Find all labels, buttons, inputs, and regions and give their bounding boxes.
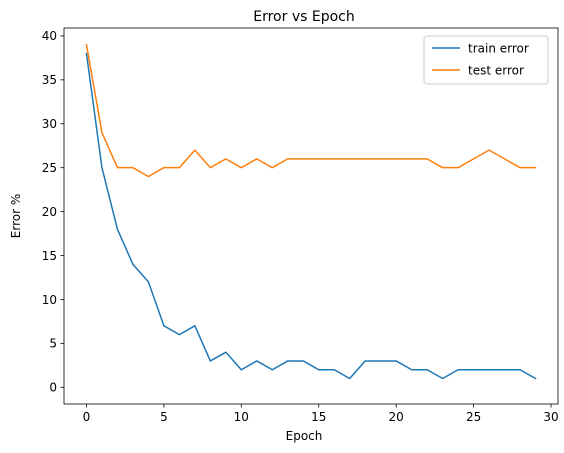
x-axis: 0 5 10 15 20 25 30 xyxy=(83,404,559,424)
chart-title: Error vs Epoch xyxy=(253,9,354,25)
y-tick-label: 40 xyxy=(42,29,57,43)
x-tick-label: 30 xyxy=(543,410,558,424)
y-tick-label: 35 xyxy=(42,73,57,87)
series-layer xyxy=(85,43,537,380)
plot-frame xyxy=(63,27,559,405)
x-tick-label: 25 xyxy=(466,410,481,424)
x-tick-label: 20 xyxy=(389,410,404,424)
y-tick-label: 10 xyxy=(42,293,57,307)
x-tick-label: 0 xyxy=(83,410,91,424)
series-line-train-error xyxy=(85,52,537,380)
x-tick-label: 10 xyxy=(234,410,249,424)
x-tick-label: 5 xyxy=(160,410,168,424)
y-tick-label: 20 xyxy=(42,205,57,219)
x-axis-label: Epoch xyxy=(286,429,323,443)
y-axis: 0 5 10 15 20 25 30 35 40 xyxy=(42,29,64,395)
legend-label: train error xyxy=(468,41,529,55)
y-tick-label: 0 xyxy=(49,381,57,395)
series-line-test-error xyxy=(85,43,537,178)
x-tick-label: 15 xyxy=(311,410,326,424)
legend-label: test error xyxy=(468,63,524,77)
y-tick-label: 25 xyxy=(42,161,57,175)
y-tick-label: 5 xyxy=(49,337,57,351)
legend: train error test error xyxy=(423,35,549,85)
y-tick-label: 30 xyxy=(42,117,57,131)
y-tick-label: 15 xyxy=(42,249,57,263)
y-axis-label: Error % xyxy=(9,194,23,238)
